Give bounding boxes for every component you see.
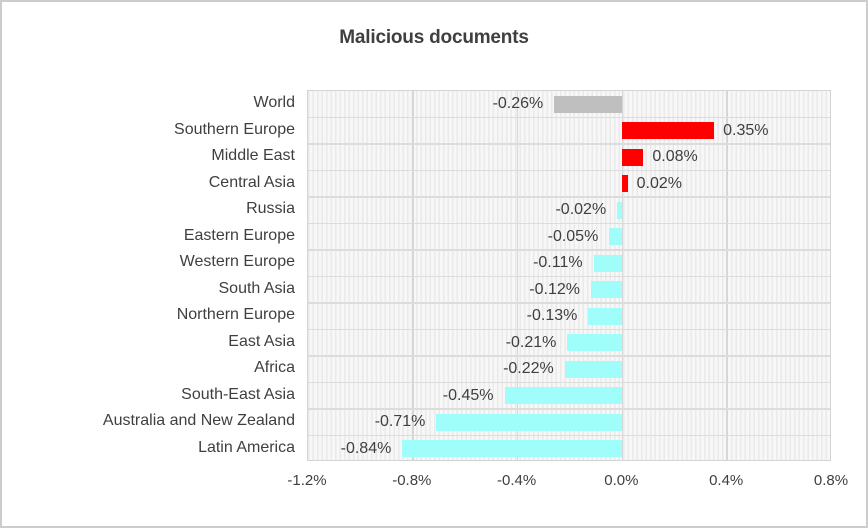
row-separator-8 (308, 302, 830, 304)
row-separator-4 (308, 196, 830, 198)
bar-western-europe (593, 254, 623, 272)
value-label-east-asia: -0.21% (505, 333, 557, 351)
gridline-0.4% (726, 91, 728, 460)
value-label-australia-and-new-zealand: -0.71% (374, 413, 426, 430)
plot-area: -0.26% 0.35% 0.08% 0.02% -0.02% -0.05% -0.11% -… (307, 90, 831, 461)
category-label-northern-europe: Northern Europe (176, 306, 295, 323)
category-label-world: World (253, 94, 296, 111)
bar-southern-europe (622, 122, 715, 140)
category-label-south-asia: South Asia (218, 279, 296, 297)
category-label-east-asia: East Asia (228, 332, 295, 350)
row-separator-1 (308, 116, 830, 119)
category-label-australia-and-new-zealand: Australia and New Zealand (102, 412, 295, 429)
value-label-middle-east: 0.08% (652, 148, 698, 165)
row-separator-6 (308, 249, 830, 251)
category-label-southern-europe: Southern Europe (174, 120, 295, 138)
value-label-africa: -0.22% (503, 360, 554, 377)
bar-africa (564, 360, 623, 378)
row-separator-9 (308, 328, 830, 331)
bar-russia (617, 201, 623, 219)
x-tick--0.8%: -0.8% (392, 472, 432, 489)
row-separator-5 (308, 222, 830, 225)
category-label-russia: Russia (246, 200, 295, 217)
bar-central-asia (622, 175, 628, 193)
row-separator-10 (308, 355, 830, 357)
value-label-world: -0.26% (492, 95, 544, 112)
bar-south-east-asia (504, 387, 623, 405)
row-separator-3 (308, 169, 830, 172)
row-separator-12 (308, 408, 830, 410)
gridline-0.0% (621, 91, 624, 460)
bar-latin-america (402, 440, 623, 458)
row-separator-13 (308, 434, 830, 437)
category-label-south-east-asia: South-East Asia (181, 385, 295, 403)
bar-australia-and-new-zealand (436, 413, 623, 431)
x-tick-0.0%: 0.0% (604, 472, 639, 489)
value-label-south-asia: -0.12% (529, 280, 580, 298)
value-label-northern-europe: -0.13% (526, 307, 578, 324)
value-label-south-east-asia: -0.45% (442, 386, 494, 404)
value-label-southern-europe: 0.35% (723, 121, 769, 139)
category-label-middle-east: Middle East (211, 147, 295, 164)
x-tick-0.8%: 0.8% (813, 472, 849, 489)
x-tick--1.2%: -1.2% (287, 472, 327, 489)
category-label-central-asia: Central Asia (208, 173, 295, 191)
value-label-latin-america: -0.84% (340, 439, 392, 457)
value-label-western-europe: -0.11% (533, 254, 583, 271)
bar-world (554, 95, 623, 113)
category-label-latin-america: Latin America (198, 438, 295, 456)
bar-south-asia (590, 281, 623, 299)
bar-northern-europe (588, 307, 623, 325)
x-tick--0.4%: -0.4% (497, 472, 537, 489)
gridline--0.8% (412, 91, 414, 460)
bar-east-asia (567, 334, 623, 352)
bar-middle-east (622, 148, 644, 166)
value-label-russia: -0.02% (555, 201, 607, 218)
category-label-eastern-europe: Eastern Europe (183, 226, 295, 244)
value-label-eastern-europe: -0.05% (547, 227, 599, 245)
value-label-central-asia: 0.02% (636, 174, 682, 192)
row-separator-7 (308, 275, 830, 278)
gridline--0.4% (516, 91, 519, 460)
row-separator-2 (308, 143, 830, 145)
chart-title: Malicious documents (339, 27, 529, 48)
bar-eastern-europe (609, 228, 623, 246)
category-label-western-europe: Western Europe (179, 253, 295, 270)
x-tick-0.4%: 0.4% (709, 472, 744, 489)
category-axis: World Southern Europe Middle East Central A… (2, 90, 295, 461)
category-label-africa: Africa (254, 359, 295, 376)
row-separator-11 (308, 381, 830, 384)
